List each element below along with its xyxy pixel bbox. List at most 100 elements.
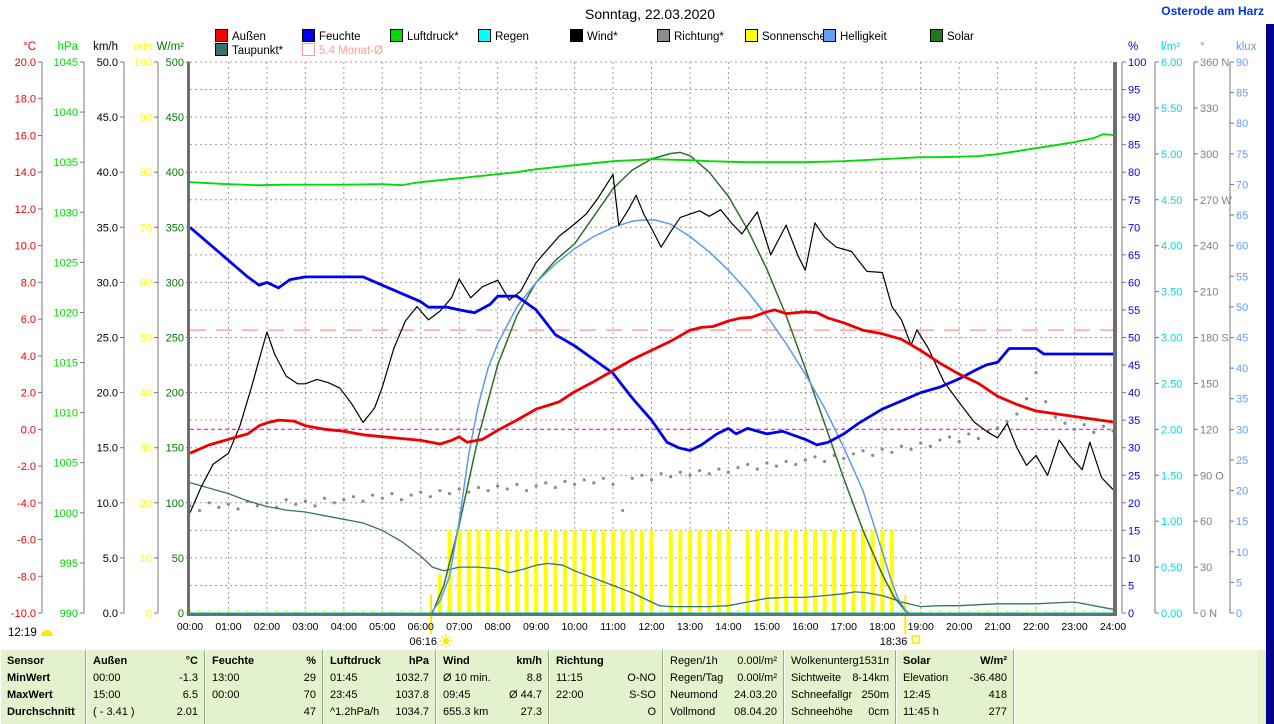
table-section: Luftdruck hPa 01:45 1032.7 23:45 1037.8 ^1.2hP… bbox=[323, 650, 436, 724]
richtung-dot bbox=[351, 495, 356, 499]
svg-text:3.00: 3.00 bbox=[1161, 333, 1182, 345]
legend-item-taupunkt-[interactable]: Taupunkt* bbox=[215, 43, 283, 57]
svg-text:995: 995 bbox=[60, 558, 78, 570]
legend-item-5-4-monat-[interactable]: 5.4 Monat-Ø bbox=[302, 43, 383, 57]
table-row: Richtung bbox=[556, 653, 656, 670]
table-cell-label: 00:00 bbox=[93, 672, 121, 684]
table-row: Sichtweite 8-14km bbox=[791, 670, 889, 687]
table-cell-value: 418 bbox=[988, 689, 1007, 701]
sunset-sun-icon bbox=[911, 635, 921, 644]
richtung-dot bbox=[659, 472, 663, 476]
svg-text:6.0: 6.0 bbox=[21, 314, 36, 326]
svg-text:55: 55 bbox=[1128, 305, 1140, 317]
richtung-dot bbox=[447, 492, 452, 496]
svg-text:2.50: 2.50 bbox=[1161, 378, 1182, 390]
table-cell-label: 23:45 bbox=[330, 689, 358, 701]
svg-text:330: 330 bbox=[1200, 103, 1218, 115]
svg-text:09:00: 09:00 bbox=[523, 621, 549, 633]
richtung-dot bbox=[505, 487, 509, 491]
table-row: Luftdruck hPa bbox=[330, 653, 429, 670]
sunrise-time: 06:16 bbox=[409, 636, 437, 648]
sunshine-bar bbox=[524, 530, 529, 613]
table-row: 655.3 km 27.3 bbox=[443, 704, 542, 721]
svg-text:45: 45 bbox=[1128, 360, 1140, 372]
svg-text:250: 250 bbox=[166, 333, 184, 345]
sunset-time: 18:36 bbox=[880, 636, 908, 648]
svg-text:21:00: 21:00 bbox=[984, 621, 1010, 633]
axis-header: ° bbox=[1200, 41, 1205, 53]
series-feuchte bbox=[189, 226, 1113, 452]
richtung-dot bbox=[486, 488, 490, 493]
svg-text:04:00: 04:00 bbox=[331, 621, 357, 633]
table-row: 00:00 70 bbox=[212, 687, 316, 704]
sunshine-bar bbox=[822, 530, 827, 613]
legend-item-regen[interactable]: Regen bbox=[478, 29, 529, 43]
svg-text:2.0: 2.0 bbox=[21, 388, 36, 400]
sunshine-bar bbox=[755, 530, 760, 613]
sunshine-bar bbox=[812, 530, 817, 613]
table-cell-value: 1034.7 bbox=[395, 706, 429, 718]
legend-item-au-en[interactable]: Außen bbox=[215, 29, 266, 43]
richtung-dot bbox=[419, 490, 423, 494]
table-cell-label: MinWert bbox=[7, 672, 51, 684]
legend-item-luftdruck-[interactable]: Luftdruck* bbox=[390, 29, 459, 43]
svg-text:18.0: 18.0 bbox=[15, 94, 36, 106]
sunshine-bar bbox=[543, 530, 548, 613]
richtung-dot bbox=[313, 504, 317, 508]
richtung-dot bbox=[323, 496, 327, 500]
legend-label: Luftdruck* bbox=[407, 31, 459, 43]
svg-text:180 S: 180 S bbox=[1200, 333, 1229, 345]
legend-item-solar[interactable]: Solar bbox=[930, 29, 974, 43]
legend-label: Regen bbox=[495, 31, 529, 43]
svg-text:25.0: 25.0 bbox=[97, 333, 118, 345]
legend-label: 5.4 Monat-Ø bbox=[319, 45, 383, 57]
svg-text:40: 40 bbox=[1128, 388, 1140, 400]
richtung-dot bbox=[630, 476, 634, 480]
richtung-dot bbox=[332, 501, 336, 505]
table-cell-label: 00:00 bbox=[212, 689, 240, 701]
table-cell-label: ( - 3.41 ) bbox=[93, 706, 135, 718]
svg-text:16:00: 16:00 bbox=[792, 621, 818, 633]
legend-item-helligkeit[interactable]: Helligkeit bbox=[823, 29, 887, 43]
table-cell-value: -36.480 bbox=[969, 672, 1007, 684]
table-section: Wolkenunterg 1531m Sichtweite 8-14km Schneef… bbox=[784, 650, 896, 724]
legend-label: Wind* bbox=[587, 31, 618, 43]
svg-text:19:00: 19:00 bbox=[908, 621, 934, 633]
sunshine-bar bbox=[514, 530, 519, 613]
richtung-dot bbox=[784, 459, 788, 464]
richtung-dot bbox=[1044, 400, 1048, 404]
table-cell-label: 12:45 bbox=[903, 689, 931, 701]
sunshine-bar bbox=[620, 530, 625, 613]
richtung-dot bbox=[871, 453, 875, 457]
richtung-dot bbox=[1082, 423, 1086, 427]
legend-item-feuchte[interactable]: Feuchte bbox=[302, 29, 361, 43]
table-cell-label: Außen bbox=[93, 655, 128, 667]
legend-item-wind-[interactable]: Wind* bbox=[570, 29, 618, 43]
richtung-dot bbox=[1053, 415, 1057, 419]
richtung-dot bbox=[476, 485, 481, 490]
table-cell-value: 8-14km bbox=[852, 672, 889, 684]
sunshine-bar bbox=[841, 530, 846, 613]
svg-text:90: 90 bbox=[1128, 112, 1140, 124]
richtung-dot bbox=[967, 432, 971, 436]
moon-icon bbox=[40, 630, 53, 636]
table-section: Wind km/h Ø 10 min. 8.8 09:45 Ø 44.7 655.3 km 2… bbox=[436, 650, 549, 724]
station-link[interactable]: Osterode am Harz bbox=[1161, 4, 1264, 18]
sunshine-bar bbox=[668, 530, 673, 613]
richtung-dot bbox=[265, 501, 269, 505]
table-cell-value: O-NO bbox=[627, 672, 656, 684]
svg-text:-6.0: -6.0 bbox=[17, 535, 36, 547]
richtung-dot bbox=[207, 501, 211, 505]
richtung-dot bbox=[765, 461, 769, 465]
table-cell-label: Regen/Tag bbox=[670, 672, 724, 684]
legend-item-richtung-[interactable]: Richtung* bbox=[657, 29, 724, 43]
richtung-dot bbox=[582, 478, 586, 482]
richtung-dot bbox=[1024, 397, 1029, 401]
legend-item-sonnenschein[interactable]: Sonnenschein bbox=[745, 29, 835, 43]
svg-text:20.0: 20.0 bbox=[97, 388, 118, 400]
axis-header: W/m² bbox=[157, 41, 185, 53]
legend-swatch-icon bbox=[930, 29, 943, 42]
series-wind bbox=[189, 173, 1114, 513]
table-row: Sensor bbox=[7, 653, 79, 670]
sunshine-bar bbox=[447, 530, 452, 613]
